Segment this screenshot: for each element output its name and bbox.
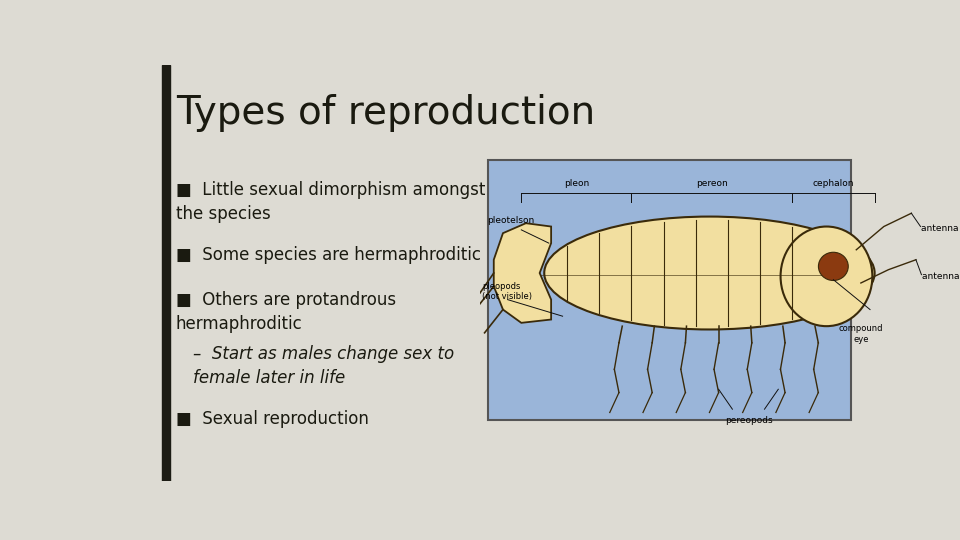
Bar [162, 65, 170, 481]
Ellipse shape [819, 252, 849, 280]
Ellipse shape [544, 217, 875, 329]
Text: pleon: pleon [564, 179, 589, 188]
Text: pleotelson: pleotelson [487, 216, 534, 225]
Text: antenna 2: antenna 2 [923, 272, 960, 281]
Text: antenna 1: antenna 1 [922, 224, 960, 233]
Polygon shape [493, 223, 551, 323]
Text: ■  Some species are hermaphroditic: ■ Some species are hermaphroditic [176, 246, 481, 264]
Text: cephalon: cephalon [812, 179, 854, 188]
Text: pereopods: pereopods [725, 416, 772, 425]
Text: ■  Others are protandrous
hermaphroditic: ■ Others are protandrous hermaphroditic [176, 292, 396, 333]
Text: ■  Little sexual dimorphism amongst
the species: ■ Little sexual dimorphism amongst the s… [176, 181, 485, 223]
Ellipse shape [780, 226, 873, 326]
Text: pleopods
(not visible): pleopods (not visible) [482, 281, 532, 301]
Bar [489, 160, 852, 420]
Text: ■  Sexual reproduction: ■ Sexual reproduction [176, 410, 369, 428]
Text: pereon: pereon [696, 179, 728, 188]
Text: compound
eye: compound eye [839, 325, 883, 344]
Text: Types of reproduction: Types of reproduction [176, 94, 595, 132]
Text: –  Start as males change sex to
female later in life: – Start as males change sex to female la… [193, 346, 454, 387]
